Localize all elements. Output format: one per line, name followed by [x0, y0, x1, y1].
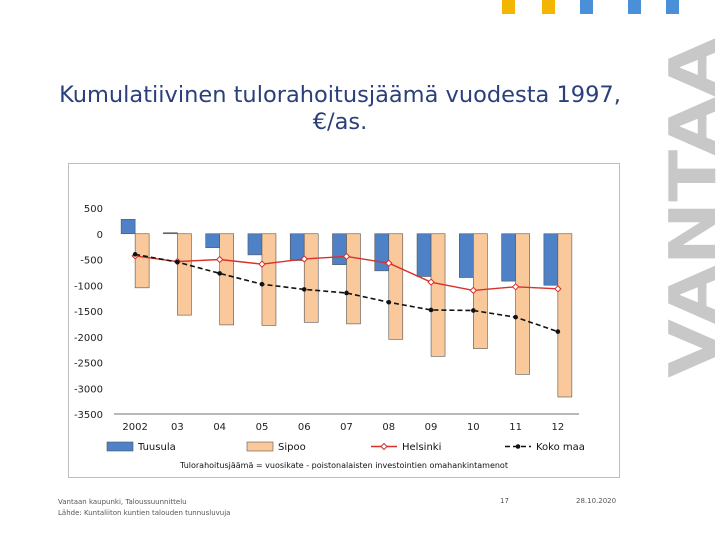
point-helsinki — [554, 285, 562, 293]
bar-tuusula — [289, 233, 305, 261]
bar-tuusula — [247, 233, 263, 256]
point-koko-maa — [217, 271, 222, 276]
legend-label-helsinki: Helsinki — [402, 442, 441, 453]
decor-square-2 — [542, 0, 555, 14]
decor-square-4 — [628, 0, 641, 14]
bar-tuusula — [543, 233, 559, 286]
x-tick-label: 11 — [509, 422, 522, 433]
y-tick-label: -3000 — [74, 384, 103, 395]
x-tick-label: 08 — [382, 422, 395, 433]
bar-sipoo — [177, 233, 192, 316]
bar-sipoo — [430, 233, 446, 357]
point-helsinki — [215, 255, 224, 264]
point-helsinki — [342, 252, 351, 261]
legend-marker-helsinki — [380, 442, 388, 451]
bar-sipoo — [346, 233, 361, 325]
point-helsinki — [258, 260, 266, 268]
bar-sipoo — [303, 233, 319, 323]
y-tick-label: -3500 — [74, 410, 103, 421]
point-helsinki — [427, 278, 435, 286]
bar-sipoo — [557, 233, 573, 398]
decor-squares — [470, 0, 679, 14]
point-koko-maa — [259, 281, 265, 287]
bar-sipoo — [134, 233, 150, 289]
legend-label-sipoo: Sipoo — [278, 442, 306, 453]
bar-sipoo — [515, 233, 530, 375]
point-koko-maa — [175, 259, 180, 265]
y-tick-label: -1000 — [74, 281, 103, 292]
y-tick-label: -2500 — [74, 359, 103, 370]
x-tick-label: 03 — [171, 422, 184, 433]
y-tick-label: -1500 — [74, 307, 103, 318]
point-koko-maa — [132, 252, 138, 257]
bar-tuusula — [163, 232, 178, 235]
bar-tuusula — [416, 233, 432, 277]
legend-label-koko-maa: Koko maa — [536, 442, 585, 453]
footer-source: Lähde: Kuntaliiton kuntien talouden tunn… — [58, 509, 231, 517]
point-helsinki — [300, 255, 308, 263]
line-koko-maa — [134, 253, 559, 333]
bar-sipoo — [219, 233, 234, 326]
y-tick-label: -500 — [80, 256, 103, 267]
point-koko-maa — [344, 290, 349, 296]
point-koko-maa — [428, 307, 434, 313]
decor-square-1 — [502, 0, 515, 14]
legend-swatch-tuusula — [106, 441, 134, 452]
x-tick-label: 04 — [213, 422, 226, 433]
y-tick-label: 0 — [97, 230, 103, 241]
footer-date: 28.10.2020 — [576, 497, 617, 505]
bar-sipoo — [261, 233, 277, 326]
y-tick-label: 500 — [84, 204, 103, 215]
point-koko-maa — [471, 308, 476, 313]
x-tick-label: 12 — [551, 422, 564, 433]
bar-tuusula — [205, 233, 220, 248]
legend-marker-koko-maa — [515, 444, 521, 449]
slide-title: Kumulatiivinen tulorahoitusjäämä vuodest… — [59, 82, 621, 135]
x-tick-label: 05 — [256, 422, 269, 433]
x-tick-label: 06 — [298, 422, 311, 433]
bar-tuusula — [374, 233, 390, 272]
decor-square-3 — [580, 0, 593, 14]
vantaa-logo: VANTAA — [660, 37, 720, 378]
chart-frame: 500 0 -500 -1000 -1500 -2000 -2500 -3000 -3500 20… — [68, 163, 620, 478]
decor-square-5 — [666, 0, 679, 14]
footer-org: Vantaan kaupunki, Taloussuunnittelu — [58, 498, 187, 506]
chart-note: Tulorahoitusjäämä = vuosikate - poistona… — [179, 461, 508, 470]
x-tick-label: 09 — [425, 422, 438, 433]
point-koko-maa — [301, 287, 307, 292]
x-tick-label: 10 — [467, 422, 480, 433]
x-tick-label: 07 — [340, 422, 353, 433]
vantaa-logo-text: VANTAA — [660, 37, 720, 378]
x-tick-label: 2002 — [122, 422, 147, 433]
y-tick-label: -2000 — [74, 333, 103, 344]
point-helsinki — [385, 259, 393, 267]
legend-swatch-sipoo — [246, 441, 274, 452]
bar-tuusula — [120, 219, 136, 235]
point-koko-maa — [555, 329, 561, 334]
point-helsinki — [469, 286, 478, 295]
page-number: 17 — [500, 497, 509, 505]
chart: 500 0 -500 -1000 -1500 -2000 -2500 -3000 -3500 20… — [74, 204, 585, 470]
bar-tuusula — [501, 233, 516, 282]
point-koko-maa — [513, 314, 518, 320]
footer-source-block: Vantaan kaupunki, Taloussuunnittelu Lähd… — [58, 497, 230, 519]
point-koko-maa — [386, 299, 392, 305]
bar-sipoo — [388, 233, 404, 340]
point-helsinki — [511, 283, 520, 291]
bar-tuusula — [332, 233, 347, 265]
legend-label-tuusula: Tuusula — [137, 442, 176, 453]
bar-tuusula — [459, 233, 474, 278]
